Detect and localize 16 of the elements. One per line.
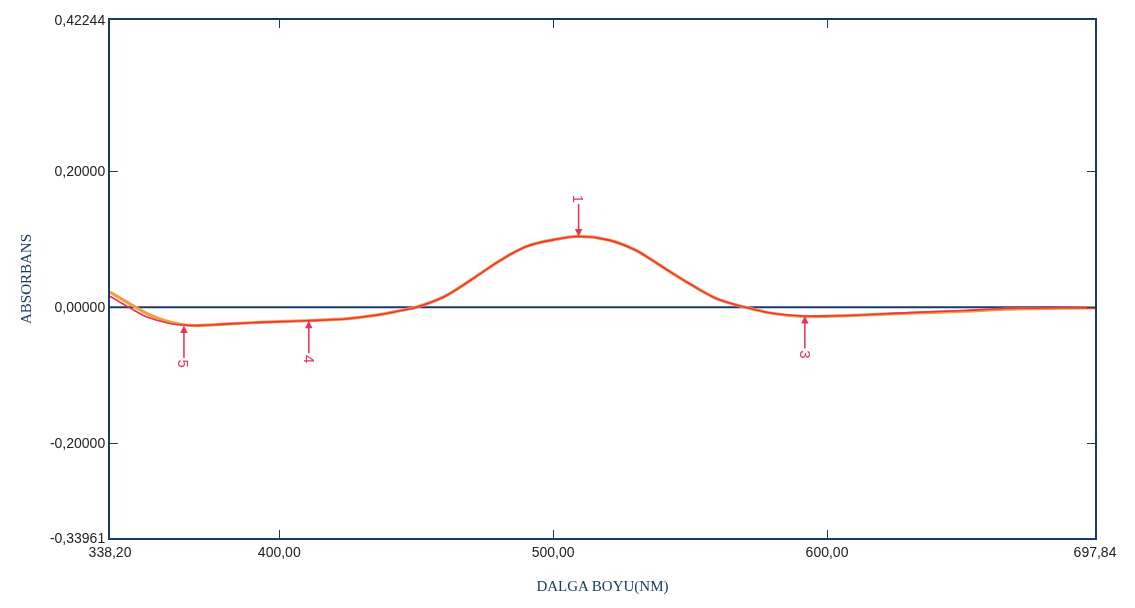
x-tick-label: 338,20 bbox=[88, 543, 132, 560]
annotation: 3 bbox=[796, 350, 814, 359]
x-tick-label: 600,00 bbox=[805, 543, 849, 560]
y-tick-label: 0,42244 bbox=[54, 11, 106, 28]
y-tick-label: 0,00000 bbox=[54, 299, 106, 316]
y-tick-label: 0,20000 bbox=[54, 163, 106, 180]
x-tick-label: 400,00 bbox=[257, 543, 301, 560]
y-tick-label: -0,20000 bbox=[49, 435, 106, 451]
y-axis-title: ABSORBANS bbox=[17, 233, 34, 325]
annotation: 1 bbox=[570, 194, 588, 204]
x-axis-title: DALGA BOYU(NM) bbox=[536, 578, 669, 596]
x-tick-label: 697,84 bbox=[1073, 543, 1117, 560]
y-tick-label: -0,33961 bbox=[49, 529, 106, 546]
annotation: 4 bbox=[300, 354, 318, 364]
annotation: 5 bbox=[175, 359, 193, 368]
x-tick-label: 500,00 bbox=[531, 543, 575, 560]
